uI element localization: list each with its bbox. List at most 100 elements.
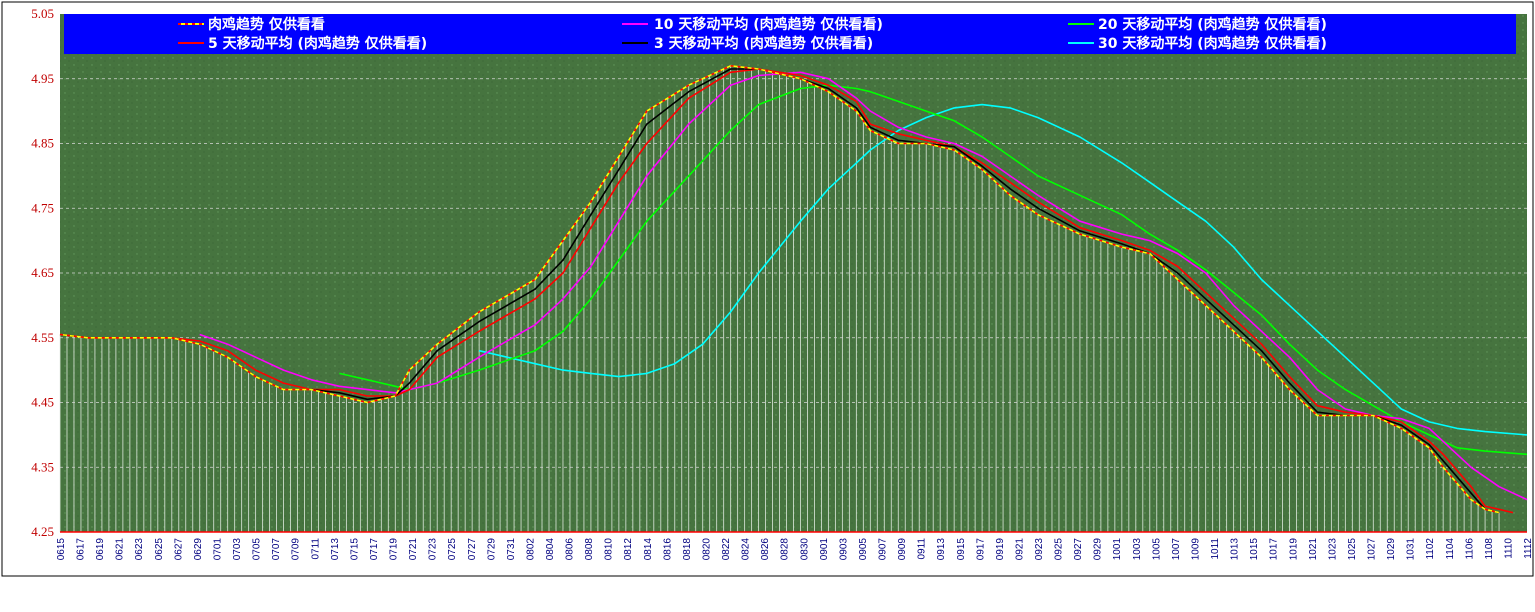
x-tick-label: 0911 bbox=[917, 538, 928, 560]
x-tick-label: 0709 bbox=[291, 538, 302, 561]
x-tick-label: 0617 bbox=[76, 538, 87, 561]
legend-label: 5 天移动平均 (肉鸡趋势 仅供看看) bbox=[208, 35, 427, 52]
x-tick-label: 1102 bbox=[1425, 538, 1436, 560]
x-tick-label: 0913 bbox=[936, 538, 947, 561]
x-tick-label: 0828 bbox=[780, 538, 791, 561]
x-tick-label: 0725 bbox=[447, 538, 458, 561]
x-tick-label: 0917 bbox=[975, 538, 986, 561]
legend-label: 3 天移动平均 (肉鸡趋势 仅供看看) bbox=[654, 35, 873, 52]
x-tick-label: 0723 bbox=[428, 538, 439, 561]
x-tick-label: 1003 bbox=[1132, 538, 1143, 561]
x-tick-label: 0905 bbox=[858, 538, 869, 561]
x-tick-label: 0729 bbox=[486, 538, 497, 561]
x-tick-label: 1025 bbox=[1347, 538, 1358, 561]
x-tick-label: 0810 bbox=[604, 538, 615, 561]
x-tick-label: 0623 bbox=[134, 538, 145, 561]
legend-item-series-0: 肉鸡趋势 仅供看看 bbox=[178, 16, 325, 33]
x-tick-label: 0822 bbox=[721, 538, 732, 561]
x-tick-label: 1021 bbox=[1308, 538, 1319, 561]
x-tick-label: 0919 bbox=[995, 538, 1006, 561]
area-fill-lines bbox=[59, 65, 1500, 532]
x-tick-label: 0814 bbox=[643, 538, 654, 561]
x-tick-label: 1005 bbox=[1151, 538, 1162, 561]
x-tick-label: 0629 bbox=[193, 538, 204, 561]
x-tick-label: 1011 bbox=[1210, 538, 1221, 560]
x-axis-ticks: 0615 0617 0619 0621 0623 0625 0627 0629 0701 0703… bbox=[56, 538, 1534, 561]
x-tick-label: 0705 bbox=[252, 538, 263, 561]
series-line-4 bbox=[339, 84, 1528, 456]
x-tick-label: 0727 bbox=[467, 538, 478, 561]
x-tick-label: 1027 bbox=[1367, 538, 1378, 561]
series-lines bbox=[59, 64, 1528, 514]
x-tick-label: 1104 bbox=[1445, 538, 1456, 560]
x-tick-label: 0625 bbox=[154, 538, 165, 561]
legend: 肉鸡趋势 仅供看看 5 天移动平均 (肉鸡趋势 仅供看看) 10 天移动平均 (… bbox=[64, 14, 1516, 54]
x-tick-label: 1023 bbox=[1327, 538, 1338, 561]
x-tick-label: 0818 bbox=[682, 538, 693, 561]
x-tick-label: 1017 bbox=[1269, 538, 1280, 561]
legend-label: 10 天移动平均 (肉鸡趋势 仅供看看) bbox=[654, 16, 883, 33]
x-tick-label: 1031 bbox=[1406, 538, 1417, 561]
x-tick-label: 0627 bbox=[173, 538, 184, 561]
y-tick-label: 4.45 bbox=[31, 395, 54, 410]
x-tick-label: 0909 bbox=[897, 538, 908, 561]
x-tick-label: 0804 bbox=[545, 538, 556, 561]
x-tick-label: 0903 bbox=[838, 538, 849, 561]
x-tick-label: 0816 bbox=[662, 538, 673, 561]
x-tick-label: 0619 bbox=[95, 538, 106, 561]
legend-label: 20 天移动平均 (肉鸡趋势 仅供看看) bbox=[1098, 16, 1327, 33]
x-tick-label: 0717 bbox=[369, 538, 380, 561]
y-tick-label: 4.55 bbox=[31, 330, 54, 345]
x-tick-label: 0826 bbox=[760, 538, 771, 561]
x-tick-label: 0703 bbox=[232, 538, 243, 561]
x-tick-label: 0715 bbox=[349, 538, 360, 561]
y-tick-label: 4.65 bbox=[31, 265, 54, 280]
x-tick-label: 1001 bbox=[1112, 538, 1123, 561]
y-tick-label: 5.05 bbox=[31, 6, 54, 21]
x-tick-label: 0721 bbox=[408, 538, 419, 561]
x-tick-label: 1106 bbox=[1464, 538, 1475, 560]
legend-label: 30 天移动平均 (肉鸡趋势 仅供看看) bbox=[1098, 35, 1327, 52]
series-line-5 bbox=[478, 103, 1528, 436]
x-tick-label: 0615 bbox=[56, 538, 67, 561]
x-tick-label: 0621 bbox=[115, 538, 126, 561]
y-tick-label: 4.25 bbox=[31, 524, 54, 539]
legend-item-series-1: 5 天移动平均 (肉鸡趋势 仅供看看) bbox=[178, 35, 427, 52]
x-tick-label: 0719 bbox=[389, 538, 400, 561]
x-tick-label: 1015 bbox=[1249, 538, 1260, 561]
x-tick-label: 0830 bbox=[799, 538, 810, 561]
legend-item-series-3: 3 天移动平均 (肉鸡趋势 仅供看看) bbox=[622, 35, 873, 52]
x-tick-label: 0711 bbox=[310, 538, 321, 560]
x-tick-label: 0812 bbox=[623, 538, 634, 561]
x-tick-label: 0925 bbox=[1054, 538, 1065, 561]
legend-item-series-5: 30 天移动平均 (肉鸡趋势 仅供看看) bbox=[1068, 35, 1327, 52]
y-tick-label: 4.35 bbox=[31, 459, 54, 474]
legend-box bbox=[64, 14, 1516, 54]
series-line-2 bbox=[199, 71, 1528, 501]
x-tick-label: 0824 bbox=[741, 538, 752, 561]
x-tick-label: 0901 bbox=[819, 538, 830, 561]
series-line-0 bbox=[59, 65, 1500, 514]
x-tick-label: 0921 bbox=[1014, 538, 1025, 561]
y-tick-label: 4.95 bbox=[31, 71, 54, 86]
x-tick-label: 1019 bbox=[1288, 538, 1299, 561]
x-tick-label: 1108 bbox=[1484, 538, 1495, 560]
gridlines bbox=[60, 78, 1527, 468]
legend-label: 肉鸡趋势 仅供看看 bbox=[208, 16, 325, 33]
x-tick-label: 0929 bbox=[1093, 538, 1104, 561]
x-tick-label: 1029 bbox=[1386, 538, 1397, 561]
x-tick-label: 0808 bbox=[584, 538, 595, 561]
x-tick-label: 1112 bbox=[1523, 538, 1534, 559]
x-tick-label: 0806 bbox=[565, 538, 576, 561]
x-tick-label: 0701 bbox=[213, 538, 224, 561]
x-tick-label: 0915 bbox=[956, 538, 967, 561]
x-tick-label: 0802 bbox=[525, 538, 536, 561]
x-tick-label: 0713 bbox=[330, 538, 341, 561]
x-tick-label: 0927 bbox=[1073, 538, 1084, 561]
legend-item-series-4: 20 天移动平均 (肉鸡趋势 仅供看看) bbox=[1068, 16, 1327, 33]
x-tick-label: 1007 bbox=[1171, 538, 1182, 561]
x-tick-label: 0731 bbox=[506, 538, 517, 561]
y-axis-ticks: 5.05 4.95 4.85 4.75 4.65 4.55 4.45 4.35 4.25 bbox=[31, 6, 54, 539]
x-tick-label: 1009 bbox=[1191, 538, 1202, 561]
